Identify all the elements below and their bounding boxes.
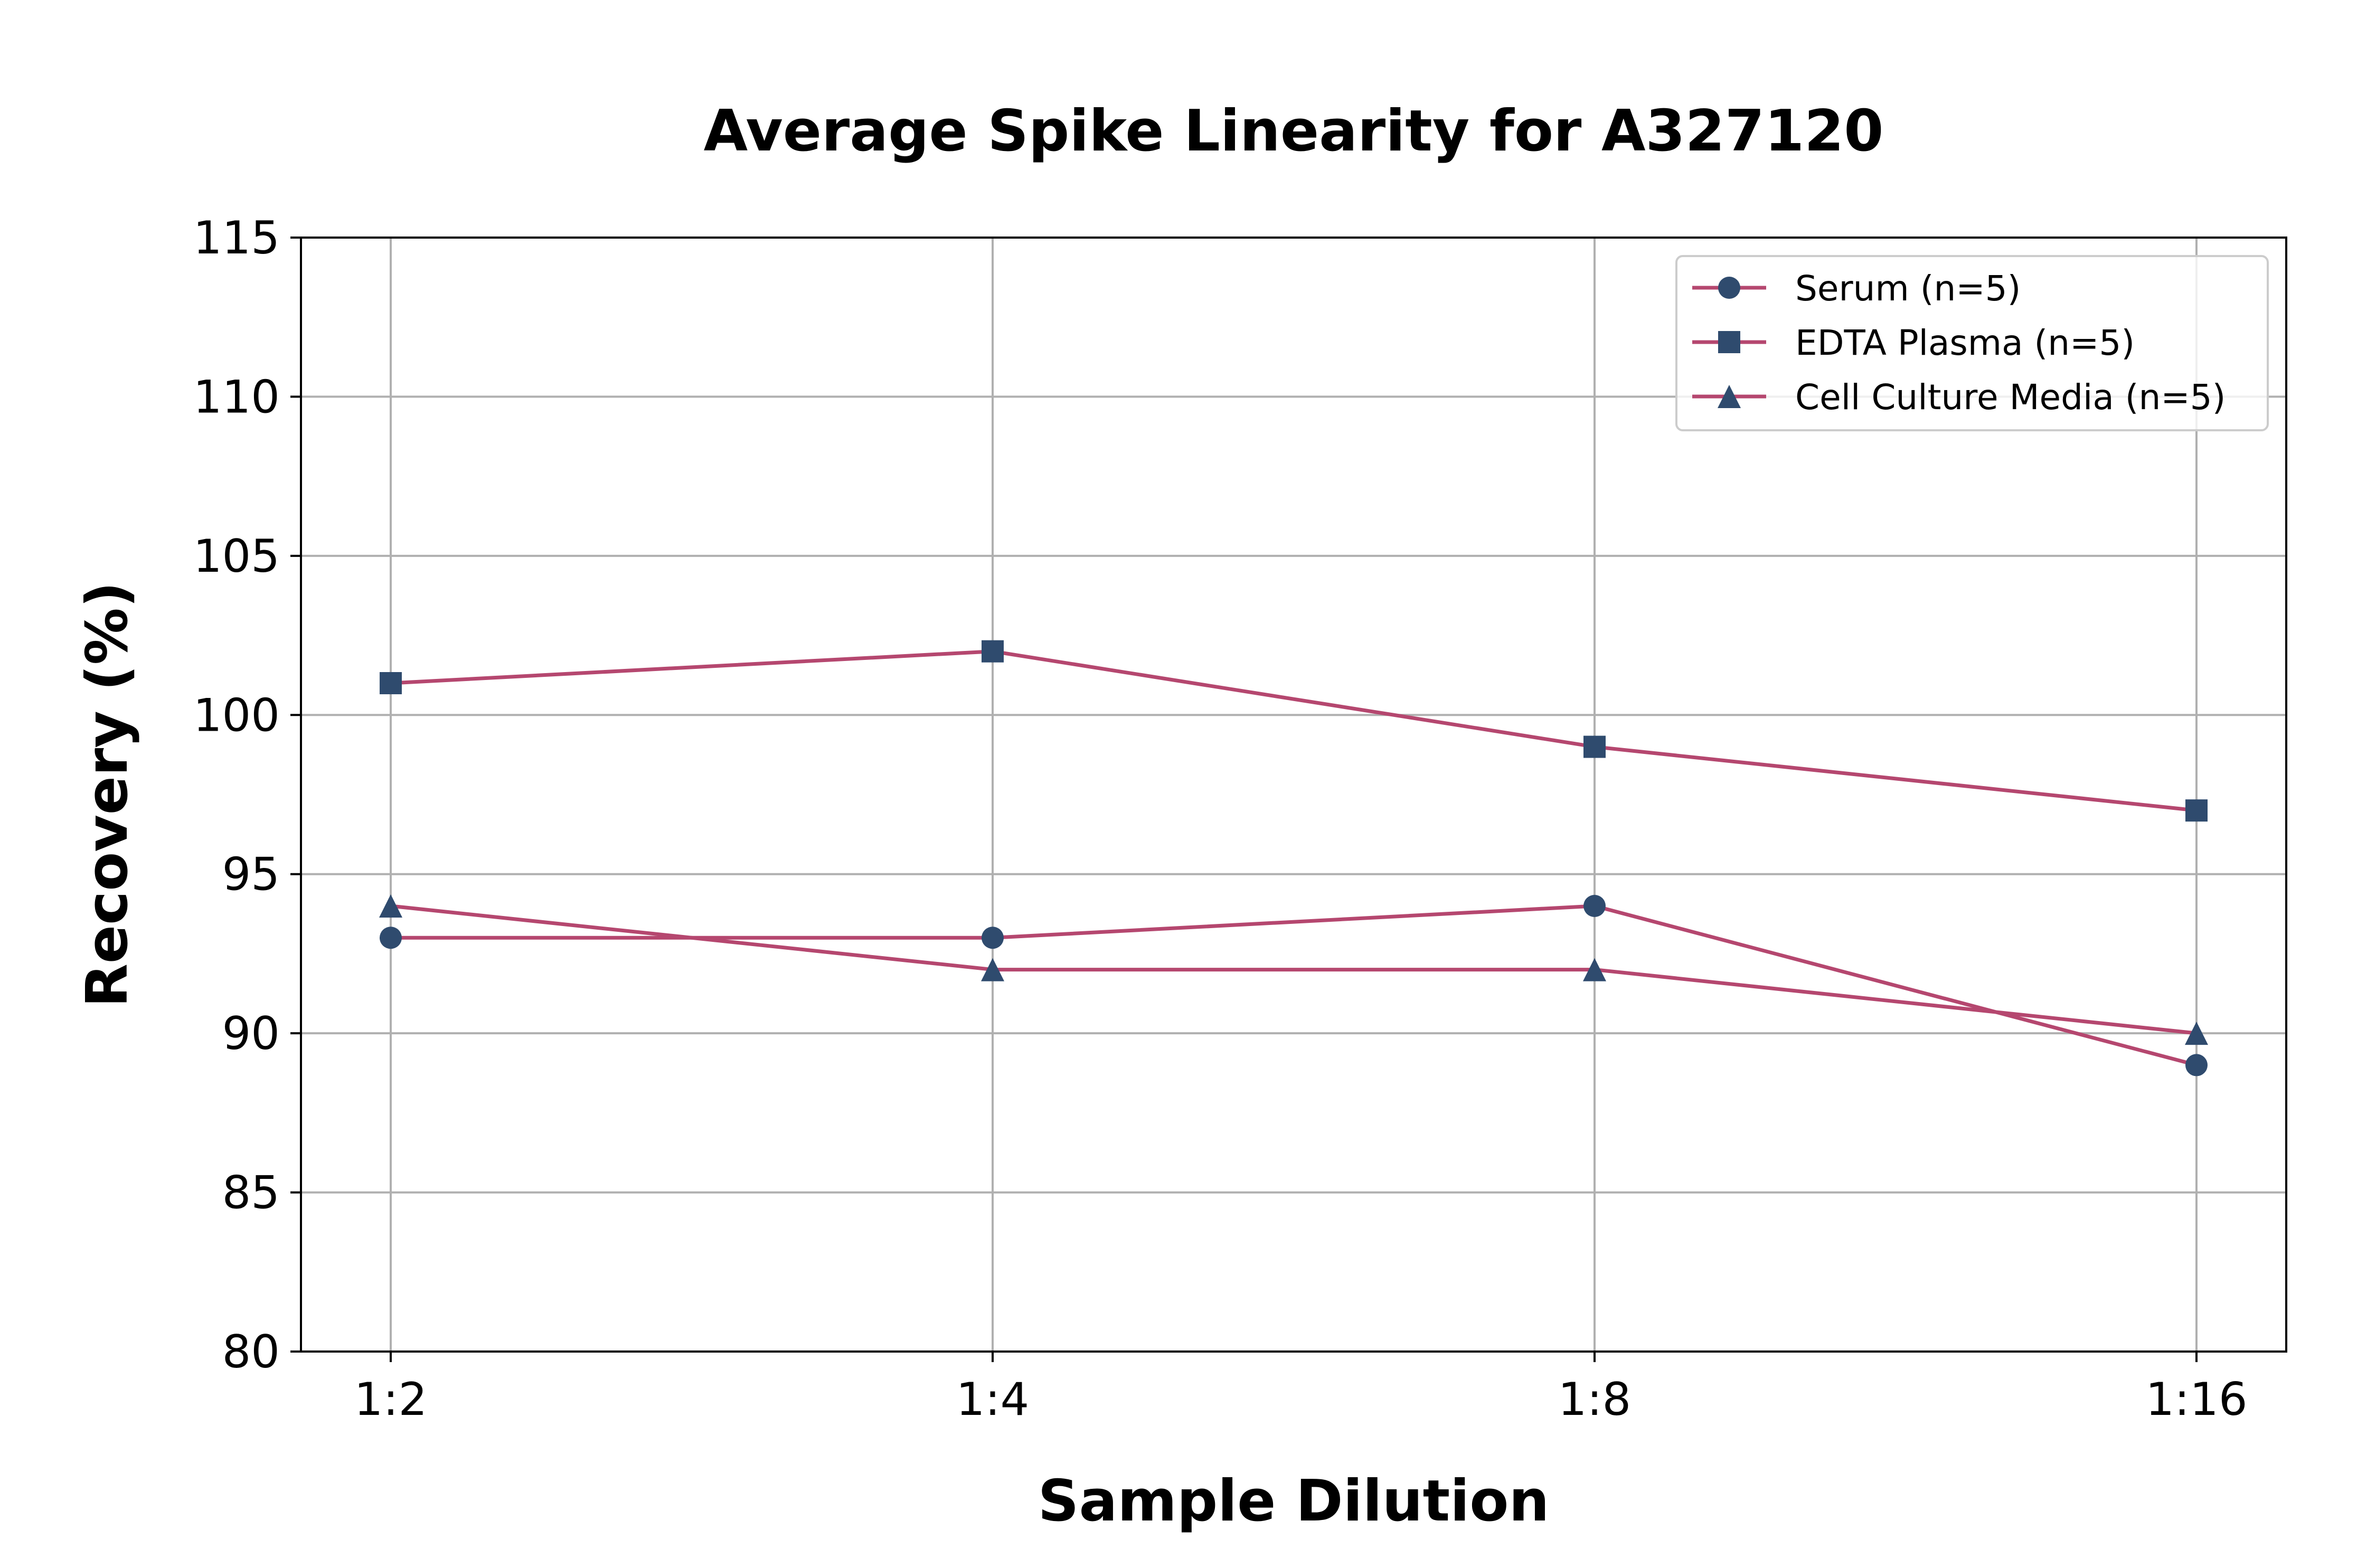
legend: Serum (n=5) EDTA Plasma (n=5) Cell Culture…	[1675, 255, 2269, 431]
x-axis-label: Sample Dilution	[1038, 1468, 1550, 1534]
legend-marker-triangle	[1718, 385, 1741, 408]
data-point-triangle	[2185, 1022, 2208, 1045]
y-tick-label: 115	[193, 212, 280, 265]
series-line	[390, 649, 2197, 813]
x-tick-label: 1:4	[956, 1373, 1029, 1426]
y-tick-label: 80	[222, 1326, 280, 1378]
legend-label: Serum (n=5)	[1795, 268, 2021, 309]
y-tick-label: 110	[193, 371, 280, 423]
data-point-triangle	[1583, 958, 1606, 981]
legend-item: Cell Culture Media (n=5)	[1692, 377, 2226, 418]
legend-marker-square	[1718, 331, 1740, 353]
legend-marker-circle	[1718, 277, 1740, 299]
legend-item: Serum (n=5)	[1692, 268, 2021, 309]
plot-frame	[300, 237, 2287, 1353]
data-point-circle	[380, 927, 402, 949]
data-point-square	[2185, 799, 2208, 822]
data-point-square	[1583, 735, 1606, 758]
data-point-triangle	[981, 958, 1004, 981]
data-point-circle	[2185, 1054, 2208, 1076]
series-layer	[379, 640, 2208, 1076]
y-tick-label: 95	[222, 848, 280, 901]
data-point-triangle	[379, 894, 402, 918]
series-line	[390, 904, 2197, 1035]
y-tick-label: 85	[222, 1167, 280, 1220]
x-tick-label: 1:2	[354, 1373, 427, 1426]
y-tick-label: 105	[193, 530, 280, 583]
data-point-circle	[982, 927, 1004, 949]
legend-box	[1675, 255, 2269, 431]
y-tick-label: 100	[193, 689, 280, 742]
x-tick-label: 1:16	[2145, 1373, 2247, 1426]
series-square	[380, 640, 2208, 822]
data-point-circle	[1583, 895, 1606, 917]
legend-label: Cell Culture Media (n=5)	[1795, 377, 2226, 418]
x-tick-label: 1:8	[1558, 1373, 1631, 1426]
axis-ticks: 80 85 90 95 100 105 110 115 1:2 1:4 1:8 1:16	[193, 212, 2248, 1426]
chart-title: Average Spike Linearity for A327120	[704, 98, 1884, 164]
series-triangle	[379, 894, 2208, 1045]
data-point-square	[982, 640, 1004, 663]
legend-label: EDTA Plasma (n=5)	[1795, 323, 2135, 363]
legend-item: EDTA Plasma (n=5)	[1692, 323, 2135, 363]
y-tick-label: 90	[222, 1007, 280, 1060]
data-point-square	[380, 672, 402, 694]
y-axis-label: Recovery (%)	[74, 582, 140, 1007]
